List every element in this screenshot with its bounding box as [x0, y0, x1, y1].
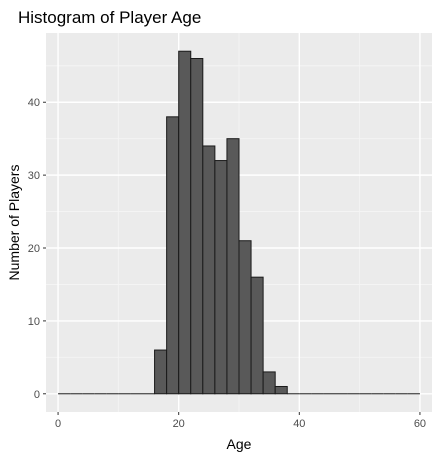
histogram-bar [250, 276, 264, 395]
y-tick-label: 10 [28, 316, 40, 328]
histogram-bar [190, 58, 204, 395]
x-tick-label: 60 [414, 418, 426, 430]
histogram-bar [178, 50, 192, 395]
histogram-bar [154, 349, 168, 395]
histogram-bar [262, 371, 276, 395]
y-axis-title: Number of Players [6, 165, 22, 281]
histogram-bar [226, 138, 240, 395]
x-tick-label: 40 [293, 418, 305, 430]
histogram-bar [202, 145, 216, 395]
y-tick-label: 20 [28, 243, 40, 255]
axis-ticks [43, 101, 421, 415]
histogram-bar [214, 160, 228, 395]
y-tick-label: 40 [28, 97, 40, 109]
histogram-bars [58, 50, 420, 395]
x-tick-label: 20 [173, 418, 185, 430]
chart-title: Histogram of Player Age [18, 8, 201, 27]
histogram-bar [274, 385, 288, 395]
x-axis-title: Age [227, 436, 252, 452]
histogram-bar [238, 240, 252, 395]
x-tick-label: 0 [55, 418, 61, 430]
y-tick-label: 0 [34, 389, 40, 401]
y-tick-label: 30 [28, 170, 40, 182]
tick-labels: 0 20 40 60 0 10 20 30 40 [28, 97, 426, 430]
histogram-bar [166, 116, 180, 395]
